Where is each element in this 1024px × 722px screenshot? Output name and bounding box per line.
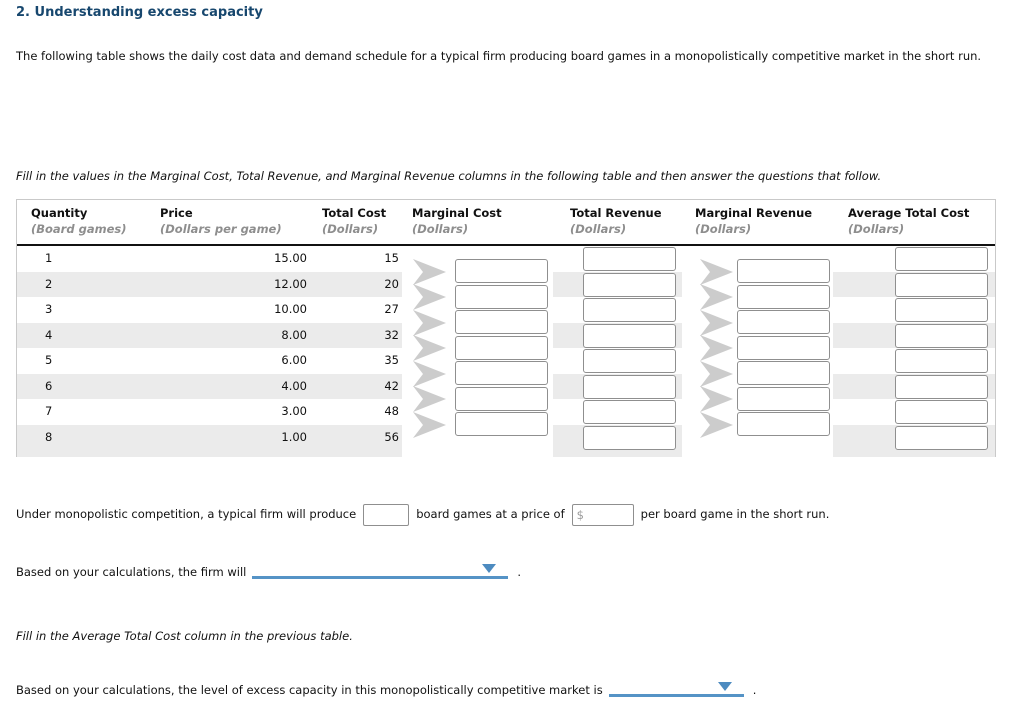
dollar-sign: $ [576, 507, 584, 522]
price-answer-box[interactable]: $ [571, 503, 634, 526]
table-row: 2 12.00 20 [45, 276, 399, 291]
marginal-cost-input[interactable] [455, 386, 548, 411]
total-revenue-input[interactable] [583, 374, 676, 399]
period: . [517, 565, 522, 579]
average-total-cost-input[interactable] [895, 298, 988, 322]
dropdown-arrow-icon [717, 682, 732, 691]
table-row: 5 6.00 35 [45, 353, 399, 367]
cost-demand-table: Quantity (Board games) Price (Dollars pe… [16, 199, 996, 457]
total-revenue-input[interactable] [583, 349, 676, 373]
excess-capacity-dropdown[interactable] [608, 679, 744, 697]
average-total-cost-input[interactable] [895, 425, 988, 450]
question-text: Under monopolistic competition, a typica… [16, 507, 357, 521]
column-header-marginal-revenue: Marginal Revenue (Dollars) [695, 206, 813, 236]
marginal-revenue-input[interactable] [737, 412, 830, 436]
table-header-row: Quantity (Board games) Price (Dollars pe… [17, 200, 995, 246]
chevron-right-icon [413, 335, 446, 361]
total-revenue-input[interactable] [583, 400, 676, 424]
question-text: Based on your calculations, the firm wil… [16, 565, 247, 579]
chevron-right-icon [700, 258, 733, 285]
marginal-revenue-input[interactable] [737, 310, 830, 334]
average-total-cost-input[interactable] [895, 247, 988, 271]
total-revenue-input[interactable] [583, 272, 676, 297]
period: . [752, 683, 757, 697]
total-revenue-input[interactable] [583, 323, 676, 348]
question-text: Based on your calculations, the level of… [16, 683, 603, 697]
table-row: 6 4.00 42 [45, 378, 399, 393]
dropdown-arrow-icon [482, 564, 497, 573]
total-revenue-input[interactable] [583, 247, 676, 271]
total-revenue-input[interactable] [583, 298, 676, 322]
column-header-quantity: Quantity (Board games) [31, 206, 127, 236]
column-header-price: Price (Dollars per game) [160, 206, 282, 236]
price-answer-input[interactable] [583, 507, 628, 522]
marginal-cost-input[interactable] [455, 335, 548, 360]
firm-will-dropdown[interactable] [252, 561, 509, 579]
chevron-right-icon [700, 284, 733, 310]
total-revenue-input[interactable] [583, 425, 676, 450]
quantity-answer-input[interactable] [363, 503, 410, 526]
marginal-revenue-input[interactable] [737, 361, 830, 385]
average-total-cost-input[interactable] [895, 349, 988, 373]
marginal-cost-input[interactable] [455, 310, 548, 334]
question-text: per board game in the short run. [640, 507, 830, 521]
page-title: 2. Understanding excess capacity [16, 5, 263, 20]
question-text: board games at a price of [416, 507, 565, 521]
marginal-cost-input[interactable] [455, 284, 548, 309]
column-header-average-total-cost: Average Total Cost (Dollars) [848, 206, 970, 236]
question-produce-sentence: Under monopolistic competition, a typica… [16, 501, 1024, 527]
marginal-revenue-input[interactable] [737, 259, 830, 283]
intro-paragraph: The following table shows the daily cost… [16, 49, 982, 63]
column-header-total-revenue: Total Revenue (Dollars) [570, 206, 662, 236]
average-total-cost-input[interactable] [895, 400, 988, 424]
chevron-right-icon [700, 335, 733, 361]
chevron-right-icon [413, 411, 446, 438]
question-excess-capacity-sentence: Based on your calculations, the level of… [16, 679, 1024, 697]
average-total-cost-input[interactable] [895, 374, 988, 399]
fill-in-instruction: Fill in the values in the Marginal Cost,… [16, 169, 882, 183]
marginal-revenue-input[interactable] [737, 284, 830, 309]
chevron-right-icon [700, 309, 733, 336]
question-firm-will-sentence: Based on your calculations, the firm wil… [16, 561, 1024, 579]
marginal-revenue-input[interactable] [737, 386, 830, 411]
column-header-marginal-cost: Marginal Cost (Dollars) [412, 206, 502, 236]
marginal-revenue-input[interactable] [737, 335, 830, 360]
table-row: 1 15.00 15 [45, 251, 399, 265]
table-row: 3 10.00 27 [45, 302, 399, 316]
chevron-right-icon [413, 386, 446, 412]
marginal-cost-input[interactable] [455, 259, 548, 283]
column-header-total-cost: Total Cost (Dollars) [322, 206, 387, 236]
table-row: 4 8.00 32 [45, 327, 399, 342]
table-row: 8 1.00 56 [45, 429, 399, 444]
average-total-cost-input[interactable] [895, 272, 988, 297]
fill-atc-instruction: Fill in the Average Total Cost column in… [16, 629, 353, 643]
marginal-cost-input[interactable] [455, 412, 548, 436]
chevron-right-icon [700, 411, 733, 438]
chevron-right-icon [413, 309, 446, 336]
table-row: 7 3.00 48 [45, 404, 399, 418]
marginal-cost-input[interactable] [455, 361, 548, 385]
chevron-right-icon [413, 258, 446, 285]
chevron-right-icon [700, 360, 733, 387]
chevron-right-icon [700, 386, 733, 412]
chevron-right-icon [413, 360, 446, 387]
chevron-right-icon [413, 284, 446, 310]
table-body: 1 15.00 15 2 12.00 20 3 10.00 27 4 8.00 … [17, 246, 995, 457]
average-total-cost-input[interactable] [895, 323, 988, 348]
